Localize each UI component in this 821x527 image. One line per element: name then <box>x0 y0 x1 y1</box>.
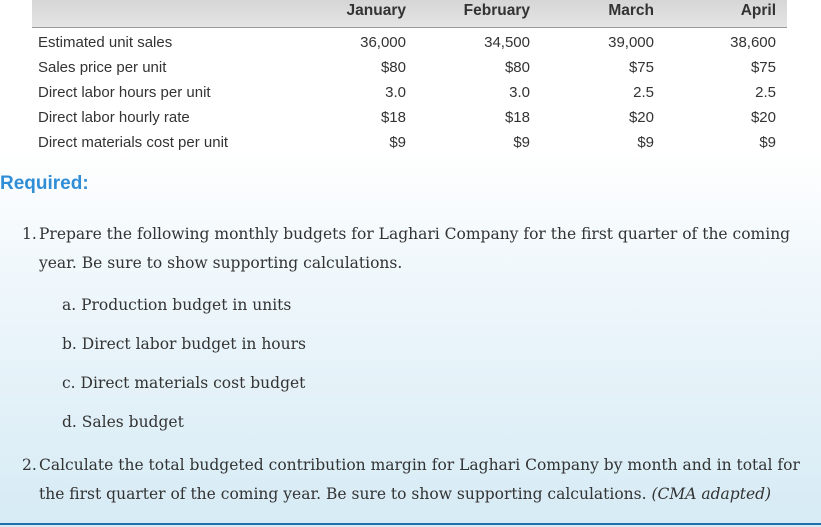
subitem-a: a. Production budget in units <box>62 296 292 314</box>
table-cell: 3.0 <box>385 84 406 101</box>
bottom-divider <box>0 523 821 525</box>
table-cell: $9 <box>637 134 654 151</box>
required-heading: Required: <box>0 173 89 194</box>
table-cell: $18 <box>504 109 530 126</box>
subitem-d: d. Sales budget <box>62 413 184 431</box>
subitem-b: b. Direct labor budget in hours <box>62 335 306 353</box>
table-cell: 3.0 <box>509 84 530 101</box>
table-cell: $9 <box>389 134 406 151</box>
row-label: Sales price per unit <box>38 59 167 76</box>
table-cell: $20 <box>628 109 654 126</box>
question-number: 2. <box>22 456 37 474</box>
column-header-january: January <box>346 2 406 19</box>
table-row: Direct materials cost per unit $9 $9 $9 … <box>32 134 787 159</box>
row-label: Direct labor hourly rate <box>38 109 190 126</box>
table-cell: 2.5 <box>755 84 776 101</box>
column-header-april: April <box>740 2 776 19</box>
question-text: Prepare the following monthly budgets fo… <box>39 225 791 272</box>
table-cell: 36,000 <box>360 34 406 51</box>
column-header-march: March <box>608 2 654 19</box>
table-cell: $9 <box>513 134 530 151</box>
table-cell: $80 <box>380 59 406 76</box>
table-cell: 38,600 <box>730 34 776 51</box>
table-row: Estimated unit sales 36,000 34,500 39,00… <box>32 34 787 59</box>
table-cell: $20 <box>750 109 776 126</box>
table-cell: $80 <box>504 59 530 76</box>
question-body: Calculate the total budgeted contributio… <box>39 456 800 503</box>
citation: (CMA adapted) <box>651 485 772 503</box>
table-cell: 39,000 <box>608 34 654 51</box>
table-cell: $18 <box>380 109 406 126</box>
row-label: Direct materials cost per unit <box>38 134 229 151</box>
row-label: Estimated unit sales <box>38 34 173 51</box>
table-cell: $75 <box>750 59 776 76</box>
table-header-row: January February March April <box>32 0 787 28</box>
question-text: Calculate the total budgeted contributio… <box>39 451 809 509</box>
table-row: Sales price per unit $80 $80 $75 $75 <box>32 59 787 84</box>
table-row: Direct labor hourly rate $18 $18 $20 $20 <box>32 109 787 134</box>
table-cell: $9 <box>759 134 776 151</box>
subitem-c: c. Direct materials cost budget <box>62 374 306 392</box>
table-cell: $75 <box>628 59 654 76</box>
column-header-february: February <box>463 2 530 19</box>
table-cell: 34,500 <box>484 34 530 51</box>
table-cell: 2.5 <box>633 84 654 101</box>
question-number: 1. <box>22 225 37 243</box>
table-row: Direct labor hours per unit 3.0 3.0 2.5 … <box>32 84 787 109</box>
row-label: Direct labor hours per unit <box>38 84 211 101</box>
